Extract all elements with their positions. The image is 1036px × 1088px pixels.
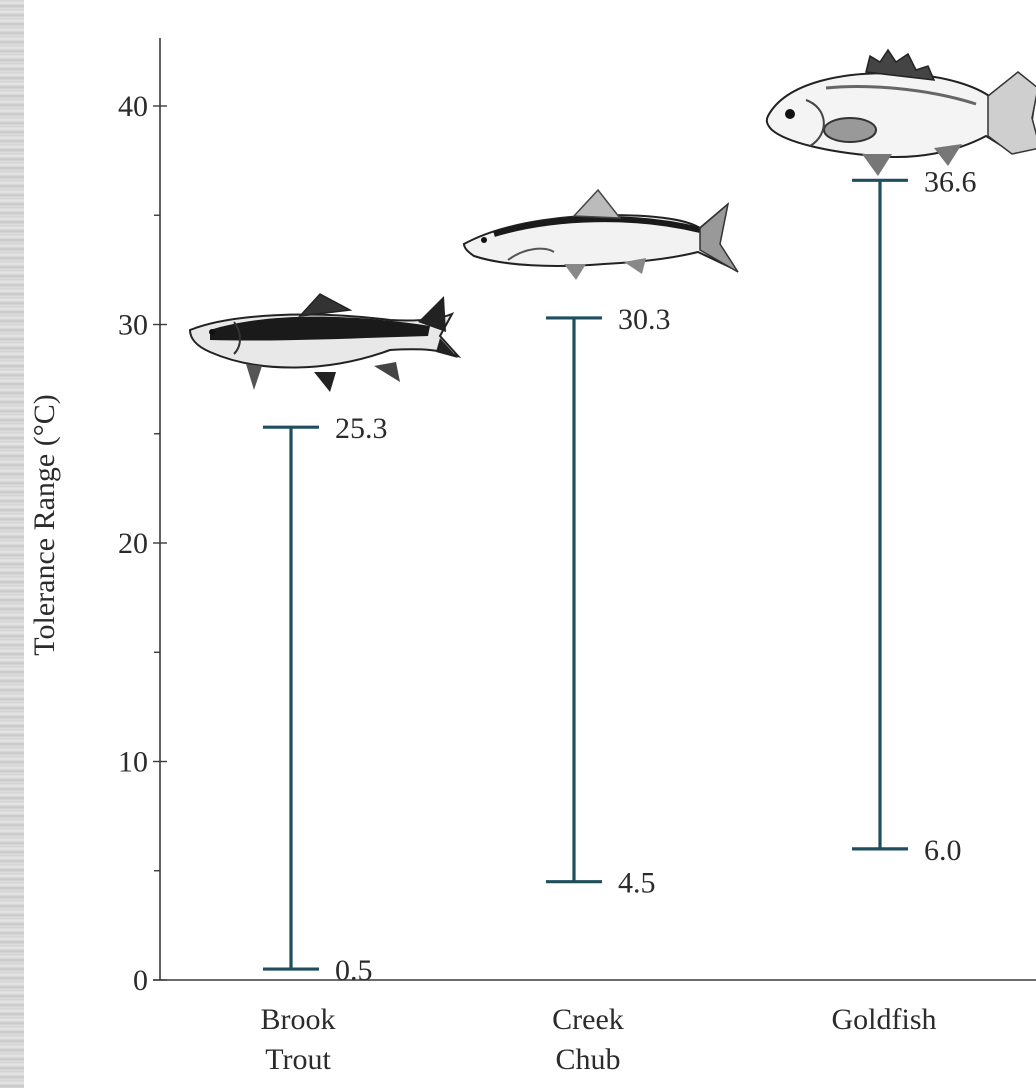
y-axis-ticks: 0 10 20 30 40 (118, 90, 167, 997)
y-tick-label: 20 (118, 527, 148, 560)
tolerance-range-bars (263, 178, 908, 971)
y-axis-title: Tolerance Range (°C) (28, 394, 61, 655)
tolerance-value-labels: 25.3 0.5 30.3 4.5 36.6 6.0 (335, 165, 977, 987)
category-label: Creek (552, 1003, 624, 1036)
y-tick-label: 30 (118, 309, 148, 342)
creek-chub-fish-icon (462, 188, 739, 280)
goldfish-icon (765, 48, 1036, 176)
low-value-label: 4.5 (618, 867, 656, 900)
y-tick-label: 10 (118, 746, 148, 779)
category-label: Chub (555, 1043, 620, 1076)
category-label: Trout (265, 1043, 331, 1076)
y-tick-label: 0 (133, 964, 148, 997)
category-label: Brook (261, 1003, 336, 1036)
category-label: Goldfish (832, 1003, 937, 1036)
high-value-label: 25.3 (335, 412, 388, 445)
category-labels: Brook Trout Creek Chub Goldfish (261, 1003, 937, 1076)
brook-trout-fish-icon (188, 293, 462, 392)
high-value-label: 30.3 (618, 303, 671, 336)
high-value-label: 36.6 (924, 165, 977, 198)
scan-edge (0, 0, 24, 1088)
y-tick-label: 40 (118, 90, 148, 123)
fish-illustrations (188, 48, 1036, 392)
low-value-label: 6.0 (924, 834, 962, 867)
low-value-label: 0.5 (335, 954, 373, 987)
